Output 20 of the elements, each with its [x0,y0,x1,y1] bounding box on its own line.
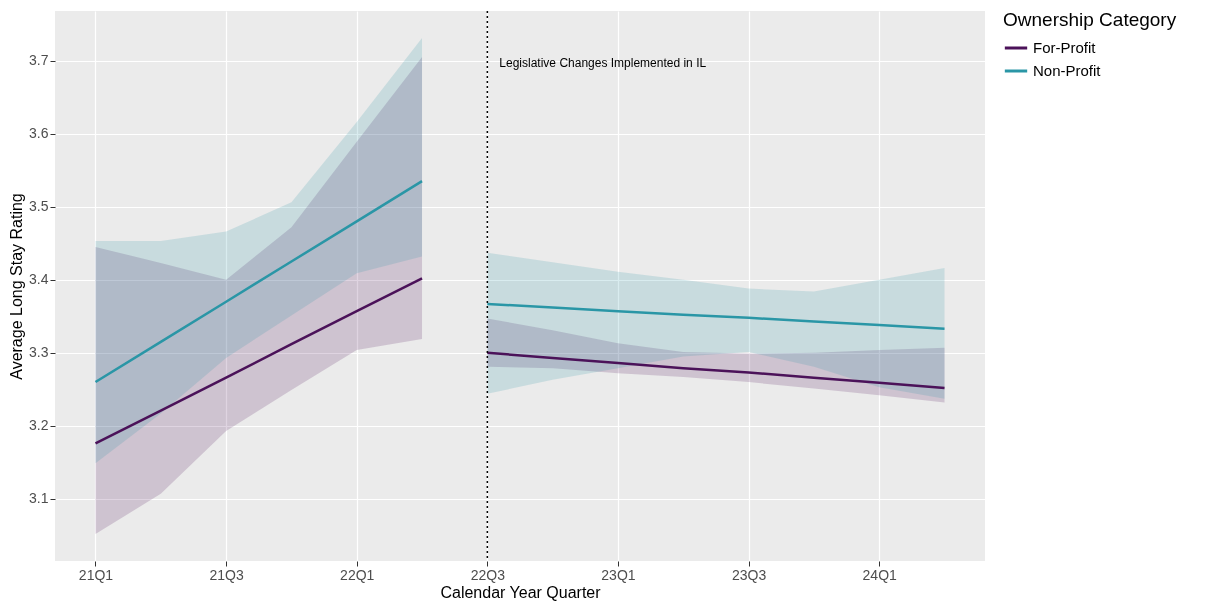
x-tick-label: 21Q3 [209,566,244,583]
x-tick-label: 24Q1 [862,566,898,583]
legend-title: Ownership Category [1003,9,1177,30]
x-tick-label: 22Q1 [340,566,375,583]
x-tick-label: 21Q1 [78,566,114,583]
y-tick-label: 3.6 [29,125,49,142]
x-axis-title: Calendar Year Quarter [440,583,602,601]
x-tick-label: 23Q3 [731,566,767,583]
y-axis-title: Average Long Stay Rating [8,193,26,380]
y-tick-label: 3.7 [29,52,49,69]
y-tick-label: 3.5 [29,198,49,215]
ref-line-label: Legislative Changes Implemented in IL [499,56,707,70]
y-tick-label: 3.1 [29,490,49,507]
x-tick-label: 22Q3 [470,566,506,583]
legend-label: For-Profit [1033,39,1097,56]
y-tick-label: 3.3 [29,344,49,361]
y-tick-label: 3.2 [29,417,49,434]
y-tick-label: 3.4 [29,271,49,288]
x-tick-label: 23Q1 [601,566,636,583]
legend-label: Non-Profit [1033,62,1102,79]
